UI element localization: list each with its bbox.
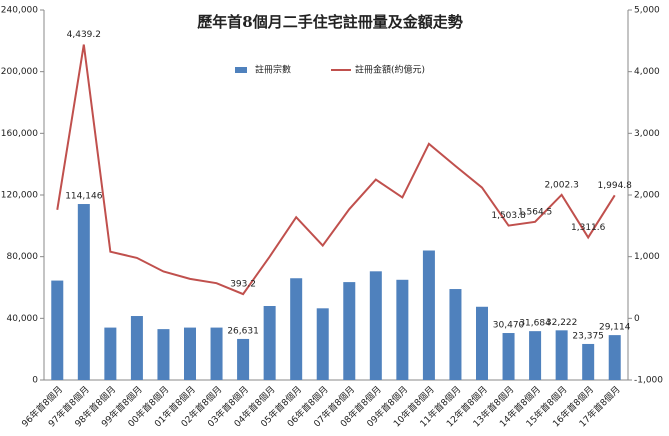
- bar: [343, 282, 356, 380]
- legend-label: 註冊金額(約億元): [355, 64, 425, 76]
- y-tick-label: 240,000: [1, 6, 38, 16]
- line-value-label: 2,002.3: [544, 180, 578, 190]
- y-tick-label: 0: [32, 376, 38, 386]
- bar: [210, 327, 223, 380]
- y-tick-label: 120,000: [1, 191, 38, 201]
- line-value-label: 4,439.2: [67, 30, 101, 40]
- bar-value-label: 29,114: [599, 323, 631, 333]
- y2-tick-label: 0: [634, 314, 640, 324]
- line: [56, 44, 616, 296]
- chart-title: 歷年首8個月二手住宅註冊量及金額走勢: [197, 13, 462, 31]
- line-value-label: 393.2: [230, 280, 256, 290]
- bar-value-label: 26,631: [227, 326, 259, 336]
- bar: [184, 327, 196, 380]
- y-tick-label: 80,000: [7, 252, 39, 262]
- bar: [157, 329, 170, 380]
- line-value-label: 1,311.6: [571, 223, 606, 233]
- bar: [555, 330, 568, 380]
- line-value-label: 1,564.5: [518, 207, 552, 217]
- bar: [422, 250, 435, 380]
- bar: [104, 327, 117, 380]
- bar: [316, 308, 329, 380]
- y2-tick-label: 5,000: [634, 6, 660, 16]
- bar: [369, 271, 382, 380]
- y-tick-label: 160,000: [1, 129, 38, 139]
- bar: [529, 331, 542, 380]
- bar: [608, 335, 621, 380]
- line-value-label: 1,994.8: [598, 181, 633, 191]
- bar-value-label: 31,684: [519, 319, 551, 329]
- y2-tick-label: 2,000: [634, 191, 660, 201]
- y2-tick-label: 1,000: [634, 252, 660, 262]
- y-tick-label: 40,000: [7, 314, 39, 324]
- bar: [396, 279, 409, 380]
- bar: [582, 343, 595, 380]
- bar-value-label: 23,375: [572, 331, 604, 341]
- bar: [263, 306, 276, 380]
- line-value-label: 1,503.8: [491, 211, 526, 221]
- y-tick-label: 200,000: [1, 67, 38, 77]
- legend-swatch: [235, 67, 247, 73]
- bar: [290, 278, 303, 380]
- y2-tick-label: 3,000: [634, 129, 660, 139]
- bar: [449, 289, 462, 380]
- bar: [502, 333, 515, 380]
- bar: [237, 338, 250, 380]
- bar: [476, 306, 488, 380]
- bar: [77, 204, 90, 380]
- bar: [51, 280, 64, 380]
- y2-tick-label: 4,000: [634, 67, 660, 77]
- bar-value-label: 114,146: [65, 192, 102, 202]
- bar-value-label: 32,222: [546, 318, 578, 328]
- legend-label: 註冊宗數: [255, 64, 291, 76]
- y2-tick-label: -1,000: [634, 376, 663, 386]
- bar: [130, 316, 143, 380]
- bar-value-label: 30,470: [493, 321, 525, 331]
